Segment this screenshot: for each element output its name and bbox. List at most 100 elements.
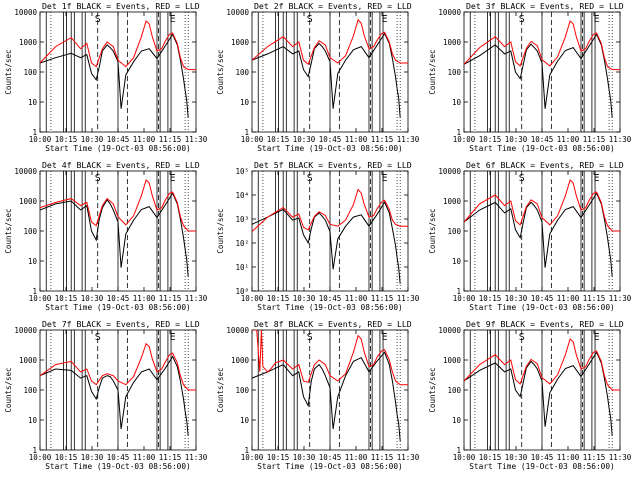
chart-title: Det 1f BLACK = Events, RED = LLD [42,1,200,11]
y-tick-label: 100 [447,68,461,77]
y-tick-label: 10⁴ [235,191,249,200]
x-tick-label: 10:15 [267,135,290,144]
series-line-lld [252,188,408,232]
x-tick-label: 11:00 [133,453,156,462]
x-tick-label: 10:00 [29,294,52,303]
chart-panel: Det 9f BLACK = Events, RED = LLD S E 1 10 100… [428,319,632,471]
chart-panel: Det 4f BLACK = Events, RED = LLD S E 1 10 100… [4,160,208,312]
chart-title: Det 4f BLACK = Events, RED = LLD [42,160,200,170]
x-tick-label: 11:00 [557,453,580,462]
x-tick-label: 11:00 [557,135,580,144]
x-tick-label: 10:45 [531,453,554,462]
y-tick-label: 1000 [231,38,250,47]
x-tick-label: 11:30 [609,294,632,303]
series-line-lld [40,342,196,391]
chart-title: Det 2f BLACK = Events, RED = LLD [254,1,412,11]
x-axis-label: Start Time (19-Oct-03 08:56:00) [45,144,191,153]
y-tick-label: 10000 [14,8,37,17]
y-tick-label: 10 [452,416,462,425]
series-line-lld [40,179,196,232]
marker-letter: S [95,173,101,184]
x-tick-label: 10:00 [241,135,264,144]
series-line-lld [464,179,620,232]
x-tick-label: 10:30 [293,453,316,462]
y-tick-label: 1 [456,128,461,137]
x-tick-label: 10:45 [319,135,342,144]
chart-title: Det 6f BLACK = Events, RED = LLD [466,160,624,170]
marker-letter: S [95,14,101,25]
x-tick-label: 10:00 [29,135,52,144]
x-tick-label: 10:45 [531,135,554,144]
series-line-events [252,201,401,284]
chart-panel: Det 2f BLACK = Events, RED = LLD S E 1 10 100… [216,1,420,153]
y-axis-label: Counts/sec [428,208,437,253]
x-tick-label: 10:45 [531,294,554,303]
series-line-events [252,32,401,118]
x-tick-label: 10:00 [241,294,264,303]
y-tick-label: 1000 [443,197,462,206]
x-tick-label: 10:30 [81,294,104,303]
x-tick-label: 10:30 [293,135,316,144]
y-tick-label: 10000 [438,8,461,17]
y-tick-label: 10 [452,257,462,266]
x-axis-label: Start Time (19-Oct-03 08:56:00) [469,144,615,153]
x-axis-label: Start Time (19-Oct-03 08:56:00) [257,144,403,153]
chart-title: Det 5f BLACK = Events, RED = LLD [254,160,412,170]
y-axis-label: Counts/sec [428,367,437,412]
chart-panel: Det 1f BLACK = Events, RED = LLD S E 1 10 100… [4,1,208,153]
series-line-events [40,355,189,436]
x-tick-label: 10:15 [55,135,78,144]
x-tick-label: 10:00 [241,453,264,462]
x-tick-label: 10:45 [107,294,130,303]
y-axis-label: Counts/sec [216,208,225,253]
y-tick-label: 1 [244,128,249,137]
y-tick-label: 1 [456,446,461,455]
x-tick-label: 10:15 [479,453,502,462]
y-axis-label: Counts/sec [428,49,437,94]
y-axis-label: Counts/sec [216,49,225,94]
x-tick-label: 10:30 [505,294,528,303]
marker-letter: E [170,332,176,343]
x-axis-label: Start Time (19-Oct-03 08:56:00) [45,462,191,471]
x-tick-label: 10:00 [453,453,476,462]
x-tick-label: 11:30 [609,453,632,462]
x-tick-label: 10:15 [479,294,502,303]
marker-letter: E [170,173,176,184]
marker-letter: S [307,173,313,184]
x-tick-label: 10:15 [479,135,502,144]
y-tick-label: 1 [32,287,37,296]
marker-letter: S [307,332,313,343]
y-tick-label: 10 [28,257,38,266]
x-axis-label: Start Time (19-Oct-03 08:56:00) [257,303,403,312]
chart-panel: Det 8f BLACK = Events, RED = LLD S E 1 10 100… [216,319,420,471]
y-tick-label: 100 [447,227,461,236]
marker-letter: E [382,173,388,184]
y-tick-label: 10000 [226,326,249,335]
y-tick-label: 1000 [19,38,38,47]
x-tick-label: 10:30 [81,453,104,462]
series-line-lld [464,20,620,71]
y-tick-label: 1000 [231,356,250,365]
marker-letter: S [519,332,525,343]
x-tick-label: 10:15 [267,453,290,462]
marker-letter: S [307,14,313,25]
y-tick-label: 10 [240,98,250,107]
y-tick-label: 1000 [443,356,462,365]
y-axis-label: Counts/sec [4,367,13,412]
x-tick-label: 11:30 [185,294,208,303]
y-tick-label: 100 [447,386,461,395]
x-tick-label: 10:30 [81,135,104,144]
x-tick-label: 11:30 [185,453,208,462]
series-line-lld [252,330,408,386]
x-tick-label: 10:00 [453,294,476,303]
marker-letter: S [519,14,525,25]
x-tick-label: 11:15 [371,453,394,462]
x-tick-label: 10:45 [107,135,130,144]
y-tick-label: 1000 [443,38,462,47]
x-axis-label: Start Time (19-Oct-03 08:56:00) [469,303,615,312]
y-tick-label: 10⁵ [235,167,249,176]
x-tick-label: 10:45 [319,294,342,303]
y-tick-label: 10000 [14,326,37,335]
y-tick-label: 10000 [438,167,461,176]
